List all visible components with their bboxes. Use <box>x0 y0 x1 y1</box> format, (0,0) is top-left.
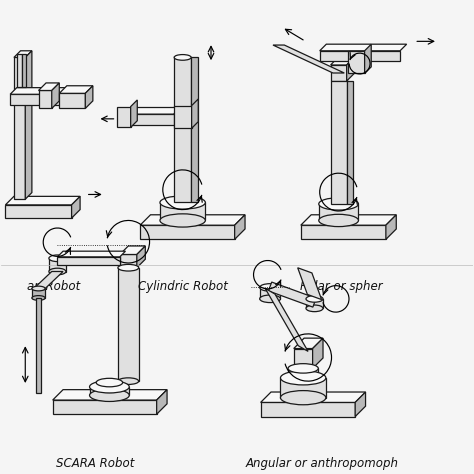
Polygon shape <box>14 57 25 199</box>
Polygon shape <box>319 51 400 61</box>
Ellipse shape <box>260 283 281 291</box>
Text: an Robot: an Robot <box>27 280 80 293</box>
Polygon shape <box>76 88 83 105</box>
Ellipse shape <box>260 295 281 302</box>
Polygon shape <box>96 383 123 388</box>
Polygon shape <box>319 204 358 220</box>
Polygon shape <box>268 282 316 307</box>
Ellipse shape <box>118 264 139 271</box>
Polygon shape <box>59 93 85 109</box>
Polygon shape <box>10 88 83 94</box>
Polygon shape <box>38 83 59 91</box>
Polygon shape <box>22 54 26 87</box>
Polygon shape <box>131 108 179 114</box>
Polygon shape <box>346 81 353 204</box>
Polygon shape <box>294 348 313 368</box>
Text: SCARA Robot: SCARA Robot <box>56 457 135 470</box>
Polygon shape <box>57 257 120 265</box>
Ellipse shape <box>174 55 191 60</box>
Polygon shape <box>52 83 59 109</box>
Polygon shape <box>273 45 344 73</box>
Polygon shape <box>131 114 173 125</box>
Polygon shape <box>25 51 32 199</box>
Polygon shape <box>330 81 346 204</box>
Polygon shape <box>120 246 146 255</box>
Ellipse shape <box>288 373 318 383</box>
Polygon shape <box>156 390 167 414</box>
Polygon shape <box>118 268 139 381</box>
Polygon shape <box>191 99 198 128</box>
Polygon shape <box>330 65 346 81</box>
Polygon shape <box>306 299 323 309</box>
Polygon shape <box>140 225 235 239</box>
Polygon shape <box>261 402 355 417</box>
Ellipse shape <box>49 255 66 262</box>
Polygon shape <box>386 215 396 239</box>
Polygon shape <box>85 86 93 109</box>
Ellipse shape <box>90 381 129 393</box>
Polygon shape <box>355 392 365 417</box>
Polygon shape <box>72 196 80 218</box>
Polygon shape <box>294 338 323 348</box>
Polygon shape <box>57 251 126 257</box>
Polygon shape <box>118 107 131 128</box>
Ellipse shape <box>49 268 66 275</box>
Polygon shape <box>59 86 93 93</box>
Text: Polar or spher: Polar or spher <box>300 280 383 293</box>
Polygon shape <box>346 56 355 81</box>
Polygon shape <box>10 94 76 105</box>
Polygon shape <box>261 392 365 402</box>
Polygon shape <box>265 288 308 351</box>
Polygon shape <box>33 272 63 290</box>
Polygon shape <box>313 338 323 368</box>
Polygon shape <box>36 298 41 393</box>
Ellipse shape <box>32 286 45 291</box>
Ellipse shape <box>319 214 358 227</box>
Polygon shape <box>14 51 32 57</box>
Polygon shape <box>17 54 22 87</box>
Polygon shape <box>330 56 355 65</box>
Polygon shape <box>90 387 129 395</box>
Polygon shape <box>301 225 386 239</box>
Polygon shape <box>32 289 45 298</box>
Ellipse shape <box>96 384 123 392</box>
Ellipse shape <box>90 389 129 401</box>
Ellipse shape <box>281 391 326 405</box>
Ellipse shape <box>32 296 45 301</box>
Polygon shape <box>235 215 245 239</box>
Polygon shape <box>5 196 80 205</box>
Polygon shape <box>120 255 137 268</box>
Polygon shape <box>137 246 146 268</box>
Ellipse shape <box>160 214 205 227</box>
Polygon shape <box>173 106 191 128</box>
Polygon shape <box>298 268 321 300</box>
Ellipse shape <box>281 371 326 385</box>
Text: Angular or anthropomoph: Angular or anthropomoph <box>246 457 399 470</box>
Polygon shape <box>288 368 318 378</box>
Text: Cylindric Robot: Cylindric Robot <box>138 280 228 293</box>
Polygon shape <box>174 57 191 202</box>
Polygon shape <box>365 44 371 73</box>
Polygon shape <box>140 215 245 225</box>
Polygon shape <box>53 400 156 414</box>
Polygon shape <box>49 258 66 272</box>
Polygon shape <box>348 51 365 73</box>
Polygon shape <box>191 57 198 202</box>
Ellipse shape <box>306 296 323 302</box>
Polygon shape <box>131 100 137 128</box>
Ellipse shape <box>96 378 123 387</box>
Ellipse shape <box>306 305 323 311</box>
Ellipse shape <box>118 378 139 384</box>
Polygon shape <box>5 205 72 218</box>
Polygon shape <box>38 91 52 109</box>
Ellipse shape <box>288 364 318 373</box>
Polygon shape <box>281 378 326 398</box>
Ellipse shape <box>319 198 358 210</box>
Polygon shape <box>160 202 205 220</box>
Polygon shape <box>260 287 281 299</box>
Ellipse shape <box>160 196 205 209</box>
Polygon shape <box>53 390 167 400</box>
Polygon shape <box>319 44 407 51</box>
Polygon shape <box>301 215 396 225</box>
